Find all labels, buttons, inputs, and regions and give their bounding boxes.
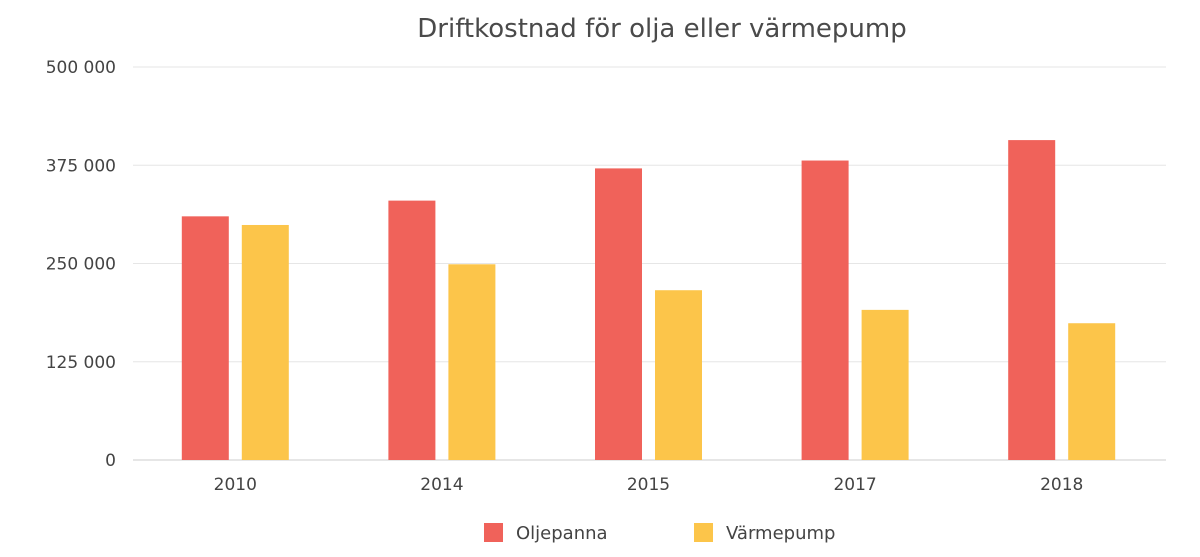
bar-varmepump-2018 — [1068, 323, 1116, 460]
y-tick-label: 500 000 — [46, 58, 116, 78]
bar-varmepump-2017 — [861, 309, 909, 460]
x-tick-label: 2015 — [627, 475, 670, 495]
bar-varmepump-2014 — [448, 264, 496, 460]
bar-varmepump-2010 — [241, 224, 289, 460]
x-tick-label: 2014 — [420, 475, 463, 495]
bars — [181, 140, 1116, 461]
legend: Oljepanna Värmepump — [484, 523, 835, 544]
x-tick-label: 2017 — [833, 475, 876, 495]
bar-varmepump-2015 — [655, 290, 702, 460]
bar-oljepanna-2010 — [181, 216, 229, 460]
y-tick-label: 250 000 — [46, 255, 116, 275]
x-tick-label: 2010 — [214, 475, 257, 495]
legend-swatch — [694, 523, 713, 542]
y-tick-label: 375 000 — [46, 156, 116, 176]
y-axis-ticks: 0 125 000 250 000 375 000 500 000 — [46, 58, 116, 471]
bar-oljepanna-2017 — [801, 160, 849, 460]
bar-oljepanna-2018 — [1008, 140, 1056, 460]
x-axis-ticks: 2010 2014 2015 2017 2018 — [214, 475, 1084, 495]
chart-title: Driftkostnad för olja eller värmepump — [417, 14, 906, 44]
gridlines — [133, 66, 1166, 461]
legend-label: Oljepanna — [516, 523, 608, 544]
legend-swatch — [484, 523, 503, 542]
x-tick-label: 2018 — [1040, 475, 1083, 495]
legend-label: Värmepump — [726, 523, 835, 544]
bar-oljepanna-2014 — [388, 200, 436, 460]
y-tick-label: 0 — [105, 451, 116, 471]
bar-oljepanna-2015 — [595, 168, 642, 461]
y-tick-label: 125 000 — [46, 353, 116, 373]
